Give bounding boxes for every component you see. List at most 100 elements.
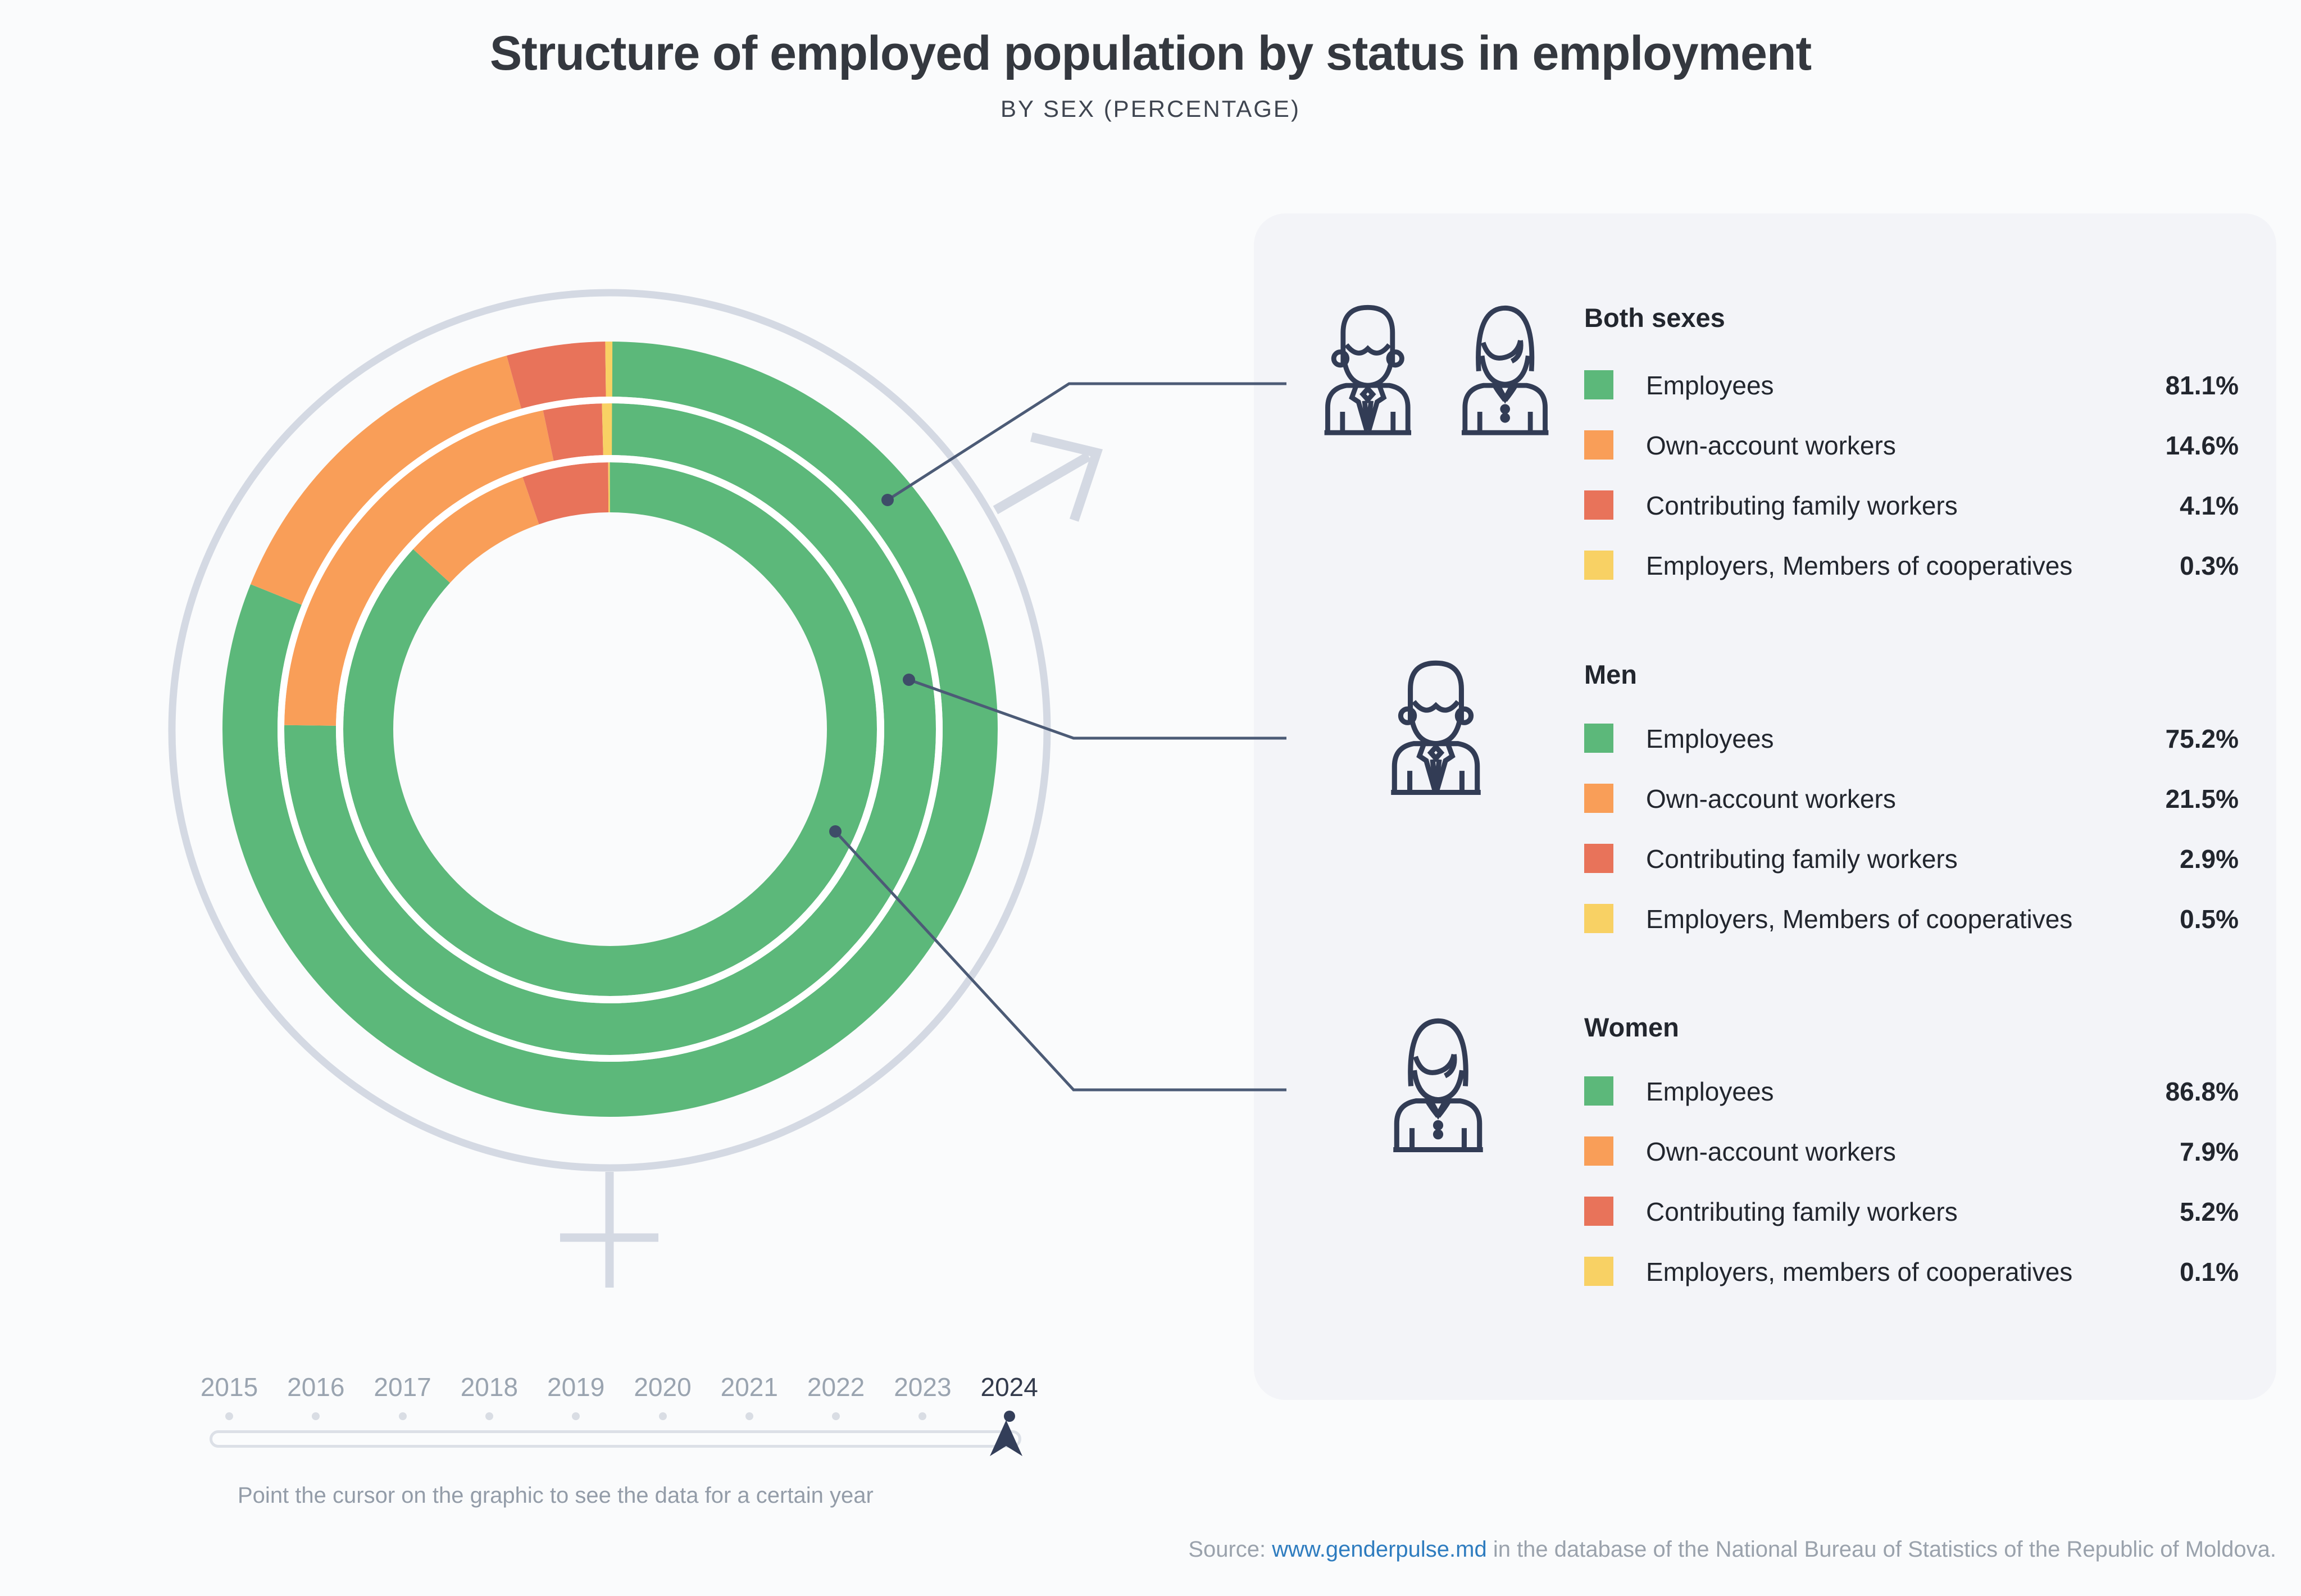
year-dot-2023[interactable]: [918, 1412, 927, 1420]
arc-men-employees[interactable]: [284, 403, 936, 1055]
year-2021[interactable]: 2021: [720, 1372, 778, 1402]
group-header-men: Men: [1584, 660, 1637, 689]
donut-rings[interactable]: [222, 342, 998, 1117]
legend-label-contributing-family-workers: Contributing family workers: [1646, 1197, 1958, 1226]
source-line: Source: www.genderpulse.md in the databa…: [1188, 1537, 2276, 1562]
legend-value-both-sexes-employees: 81.1%: [2165, 371, 2239, 400]
legend-label-own-account-workers: Own-account workers: [1646, 431, 1896, 460]
year-dot-2017[interactable]: [398, 1412, 407, 1420]
slider-cursor-icon[interactable]: [989, 1420, 1024, 1457]
year-2016[interactable]: 2016: [287, 1372, 345, 1402]
callout-line-both-sexes: [886, 382, 1286, 502]
source-link[interactable]: www.genderpulse.md: [1272, 1537, 1487, 1562]
legend-label-employees: Employees: [1646, 1077, 1774, 1106]
legend-swatch-contributing-family-workers: [1584, 844, 1613, 873]
year-dot-2019[interactable]: [572, 1412, 580, 1420]
ring-women[interactable]: [343, 462, 877, 996]
arc-men-own-account-workers[interactable]: [284, 403, 936, 1055]
legend-swatch-contributing-family-workers: [1584, 1197, 1613, 1226]
man-icon: [1376, 646, 1495, 822]
group-header-women: Women: [1584, 1012, 1679, 1042]
year-dot-2015[interactable]: [225, 1412, 233, 1420]
gender-symbol: [168, 289, 1103, 1288]
arc-men-contributing-family-workers[interactable]: [284, 403, 936, 1055]
legend-value-men-contributing-family-workers: 2.9%: [2180, 844, 2239, 874]
legend-swatch-employees: [1584, 370, 1613, 399]
year-2020[interactable]: 2020: [634, 1372, 692, 1402]
arc-women-employees[interactable]: [343, 462, 877, 996]
callout-dot-both-sexes: [881, 494, 894, 506]
legend-swatch-employers-members-of-cooperatives: [1584, 551, 1613, 580]
year-2017[interactable]: 2017: [374, 1372, 431, 1402]
arc-women-employers-members-of-cooperatives[interactable]: [343, 462, 877, 996]
year-2023[interactable]: 2023: [894, 1372, 952, 1402]
legend-swatch-contributing-family-workers: [1584, 490, 1613, 520]
male-arrow-head: [1030, 432, 1103, 522]
legend-value-men-own-account-workers: 21.5%: [2165, 784, 2239, 813]
callout-line-men: [908, 678, 1286, 740]
legend-value-women-own-account-workers: 7.9%: [2180, 1137, 2239, 1166]
legend-swatch-employers-members-of-cooperatives: [1584, 904, 1613, 933]
arc-women-own-account-workers[interactable]: [343, 462, 877, 996]
male-arrow-shaft: [993, 452, 1092, 515]
year-dot-2020[interactable]: [658, 1412, 667, 1420]
source-suffix: in the database of the National Bureau o…: [1486, 1537, 2276, 1562]
year-2015[interactable]: 2015: [200, 1372, 258, 1402]
arc-men-employers-members-of-cooperatives[interactable]: [284, 403, 936, 1055]
arc-both-sexes-own-account-workers[interactable]: [222, 342, 998, 1117]
callout-dot-women: [829, 825, 842, 838]
year-2018[interactable]: 2018: [460, 1372, 519, 1402]
arc-both-sexes-employers-members-of-cooperatives[interactable]: [222, 342, 998, 1117]
arc-women-contributing-family-workers[interactable]: [343, 462, 877, 996]
page-title: Structure of employed population by stat…: [489, 26, 1812, 80]
legend-label-contributing-family-workers: Contributing family workers: [1646, 491, 1958, 520]
ring-both-sexes[interactable]: [222, 342, 998, 1117]
callout-dot-men: [903, 674, 915, 686]
legend-label-employees: Employees: [1646, 724, 1774, 753]
ring-men[interactable]: [284, 403, 936, 1055]
year-dot-2024[interactable]: [1003, 1411, 1015, 1422]
year-dot-2022[interactable]: [832, 1412, 840, 1420]
legend-swatch-employees: [1584, 1076, 1613, 1106]
year-dot-2018[interactable]: [485, 1412, 493, 1420]
legend-value-both-sexes-contributing-family-workers: 4.1%: [2180, 491, 2239, 520]
legend-label-employers-members-of-cooperatives: Employers, members of cooperatives: [1646, 1257, 2073, 1286]
group-header-both-sexes: Both sexes: [1584, 303, 1725, 333]
legend-swatch-employees: [1584, 724, 1613, 753]
legend-label-employers-members-of-cooperatives: Employers, Members of cooperatives: [1646, 904, 2073, 934]
source-prefix: Source:: [1188, 1537, 1272, 1562]
legend-panel-background: [1254, 213, 2276, 1400]
legend-swatch-employers-members-of-cooperatives: [1584, 1257, 1613, 1286]
legend-swatch-own-account-workers: [1584, 1136, 1613, 1166]
legend-label-employees: Employees: [1646, 371, 1774, 400]
year-dot-2016[interactable]: [312, 1412, 320, 1420]
legend-value-both-sexes-employers-members-of-cooperatives: 0.3%: [2180, 551, 2239, 580]
man-and-woman-icon: [1310, 291, 1563, 461]
woman-icon: [1379, 1003, 1498, 1179]
legend-value-men-employers-members-of-cooperatives: 0.5%: [2180, 904, 2239, 934]
legend-swatch-own-account-workers: [1584, 784, 1613, 813]
year-dot-2021[interactable]: [745, 1412, 753, 1420]
legend-label-contributing-family-workers: Contributing family workers: [1646, 844, 1958, 874]
legend-label-own-account-workers: Own-account workers: [1646, 784, 1896, 813]
gender-symbol-circle: [168, 289, 1051, 1172]
arc-both-sexes-employees[interactable]: [222, 342, 998, 1117]
legend-value-women-employers-members-of-cooperatives: 0.1%: [2180, 1257, 2239, 1286]
year-2019[interactable]: 2019: [547, 1372, 605, 1402]
callout-lines: [829, 382, 1286, 1092]
legend-value-men-employees: 75.2%: [2165, 724, 2239, 753]
arc-both-sexes-contributing-family-workers[interactable]: [222, 342, 998, 1117]
legend-label-own-account-workers: Own-account workers: [1646, 1137, 1896, 1166]
callout-line-women: [834, 830, 1286, 1092]
page-subtitle: BY SEX (PERCENTAGE): [1001, 96, 1300, 122]
legend-label-employers-members-of-cooperatives: Employers, Members of cooperatives: [1646, 551, 2073, 580]
ring-separators: [278, 397, 943, 1062]
legend-value-both-sexes-own-account-workers: 14.6%: [2165, 431, 2239, 460]
legend-panel: Both sexes Employees 81.1% Own-account work…: [1254, 213, 2276, 1400]
year-2024[interactable]: 2024: [980, 1372, 1038, 1402]
interaction-hint: Point the cursor on the graphic to see t…: [238, 1483, 874, 1508]
year-2022[interactable]: 2022: [807, 1372, 865, 1402]
slider-track[interactable]: [210, 1430, 1021, 1448]
legend-swatch-own-account-workers: [1584, 430, 1613, 460]
